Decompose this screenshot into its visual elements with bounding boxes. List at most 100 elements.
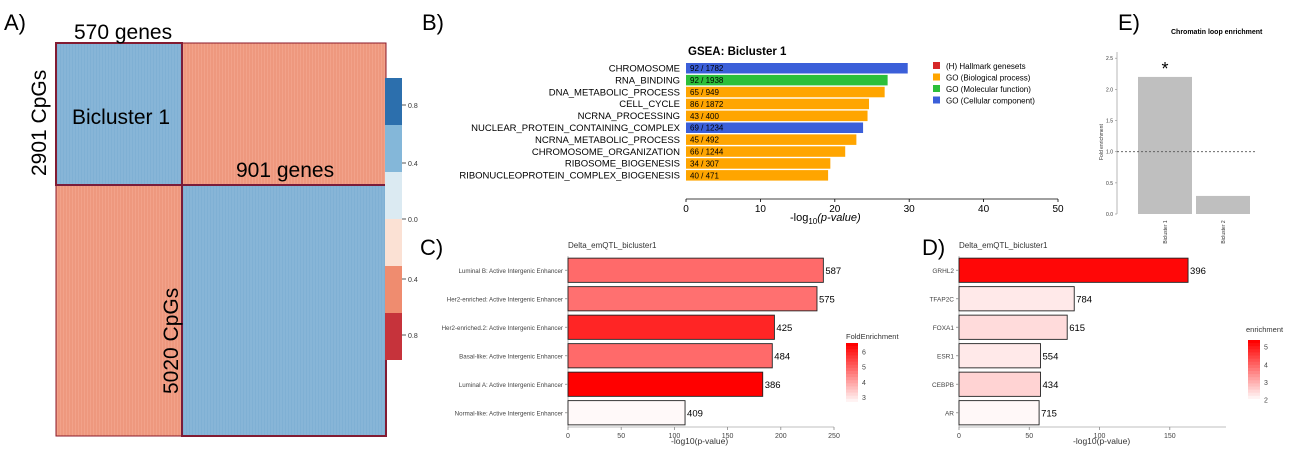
gsea-bar — [686, 146, 846, 157]
gsea-x-axis-title: -log10(p-value) — [790, 212, 861, 226]
gsea-bar — [686, 98, 870, 110]
colorbar-step — [846, 383, 858, 387]
x-tick-label: 200 — [775, 433, 787, 440]
bar-count-label: 484 — [774, 351, 790, 362]
colorbar-tick-label: 5 — [1264, 345, 1268, 352]
c-colorbar: 6 5 4 3 — [846, 343, 866, 406]
gsea-bar-label: 34 / 307 — [690, 159, 719, 168]
gsea-bar-label: 66 / 1244 — [690, 148, 724, 157]
category-label: CEBPB — [932, 382, 954, 389]
colorbar-step — [1248, 389, 1260, 394]
colorbar-step — [846, 349, 858, 353]
colorbar-segment — [385, 125, 402, 172]
gsea-x-tick-label: 50 — [1052, 204, 1064, 215]
colorbar-step — [1248, 380, 1260, 384]
panel-e-letter: E) — [1118, 10, 1140, 35]
colorbar-tick-label: 0.8 — [408, 333, 418, 340]
gsea-category-label: NCRNA_PROCESSING — [578, 111, 680, 122]
e-y-tick-label: 0.0 — [1106, 212, 1113, 218]
x-tick-label: 100 — [669, 433, 681, 440]
colorbar-step — [846, 386, 858, 390]
enrichment-bar — [567, 400, 686, 426]
colorbar-step — [1248, 349, 1260, 353]
x-tick-label: 250 — [828, 433, 840, 440]
panel-a: A) 570 genes 2901 CpGs Bicluster 1 901 g… — [4, 10, 418, 437]
gsea-category-label: NUCLEAR_PROTEIN_CONTAINING_COMPLEX — [471, 123, 681, 134]
enrichment-bar — [958, 343, 1041, 369]
x-tick-label: 150 — [722, 433, 734, 440]
colorbar-step — [846, 389, 858, 394]
d-colorbar-title: enrichment — [1246, 325, 1284, 334]
colorbar-tick-label: 2 — [1264, 398, 1268, 405]
panel-b-letter: B) — [422, 10, 444, 35]
colorbar-step — [1248, 371, 1260, 375]
gsea-legend-swatch — [933, 62, 940, 69]
bar-count-label: 784 — [1076, 294, 1092, 305]
gsea-category-label: CHROMOSOME — [609, 64, 680, 75]
colorbar-tick-label: 4 — [1264, 362, 1268, 369]
colorbar-step — [846, 355, 858, 359]
gsea-bar-label: 45 / 492 — [690, 136, 719, 145]
gsea-x-tick-label: 20 — [829, 204, 841, 215]
bar-count-label: 386 — [765, 380, 781, 391]
colorbar-step — [846, 346, 858, 350]
d-colorbar: 5 4 3 2 — [1248, 340, 1268, 405]
top-gene-label: 570 genes — [74, 21, 172, 44]
colorbar-step — [846, 392, 858, 397]
gsea-legend-swatch — [933, 96, 940, 104]
gsea-bar — [686, 170, 829, 181]
bottom-cpg-label: 5020 CpGs — [160, 288, 183, 394]
x-tick-label: 0 — [957, 433, 961, 440]
panel-c: C) Delta_emQTL_bicluster1 587 Luminal B: … — [420, 235, 899, 446]
colorbar-tick-label: 4 — [862, 380, 866, 387]
gsea-bar-label: 43 / 400 — [690, 112, 719, 121]
bar-count-label: 715 — [1041, 408, 1057, 419]
d-title: Delta_emQTL_bicluster1 — [959, 241, 1048, 250]
enrichment-bar — [567, 371, 764, 397]
category-label: Luminal B: Active Intergenic Enhancer — [458, 268, 563, 275]
gsea-bar — [686, 134, 857, 145]
bar-count-label: 587 — [825, 266, 841, 277]
panel-b: B) GSEA: Bicluster 1 92 / 1782 CHROMOSOME… — [422, 10, 1064, 226]
gsea-legend-label: GO (Molecular function) — [946, 85, 1031, 94]
category-label: ESR1 — [937, 353, 954, 360]
colorbar-step — [1248, 395, 1260, 400]
colorbar-step — [846, 367, 858, 372]
x-tick-label: 50 — [617, 433, 625, 440]
gsea-bar — [686, 122, 864, 133]
colorbar-tick-label: 0.4 — [408, 277, 418, 284]
e-bar — [1138, 76, 1192, 214]
colorbar-tick-label: 3 — [862, 395, 866, 402]
colorbar-segment — [385, 172, 402, 219]
gsea-category-label: CHROMOSOME_ORGANIZATION — [532, 147, 680, 158]
gsea-title: GSEA: Bicluster 1 — [688, 46, 787, 58]
category-label: GRHL2 — [932, 268, 954, 275]
colorbar-step — [1248, 340, 1260, 344]
colorbar-step — [1248, 374, 1260, 378]
d-x-axis-title: -log10(p-value) — [1073, 436, 1130, 446]
c-plot-area: 587 Luminal B: Active Intergenic Enhancer… — [442, 256, 841, 440]
gsea-xlabel-main: -log — [790, 212, 808, 224]
e-y-axis-title: Fold enrichment — [1099, 124, 1105, 160]
enrichment-bar — [958, 257, 1189, 283]
colorbar-step — [1248, 386, 1260, 391]
colorbar-step — [846, 352, 858, 356]
gsea-bar-label: 86 / 1872 — [690, 100, 724, 109]
d-plot-area: 396 GRHL2 784 TFAP2C 615 FOXA1 554 ESR1 434 CEBPB… — [929, 256, 1226, 440]
enrichment-bar — [567, 257, 824, 283]
enrichment-bar — [958, 400, 1040, 426]
colorbar-step — [846, 377, 858, 381]
bar-count-label: 425 — [776, 323, 792, 334]
e-y-tick-label: 1.0 — [1106, 150, 1113, 156]
panel-d-letter: D) — [922, 235, 945, 260]
gsea-category-label: RNA_BINDING — [615, 75, 680, 86]
bar-count-label: 409 — [687, 408, 703, 419]
colorbar-step — [846, 395, 858, 400]
colorbar-step — [846, 361, 858, 366]
colorbar-step — [1248, 343, 1260, 347]
gsea-legend-label: GO (Cellular component) — [946, 97, 1035, 106]
gsea-category-label: RIBONUCLEOPROTEIN_COMPLEX_BIOGENESIS — [459, 171, 680, 182]
gsea-x-axis: 0 10 20 30 40 50 — [683, 198, 1064, 215]
panel-a-letter: A) — [4, 10, 26, 35]
